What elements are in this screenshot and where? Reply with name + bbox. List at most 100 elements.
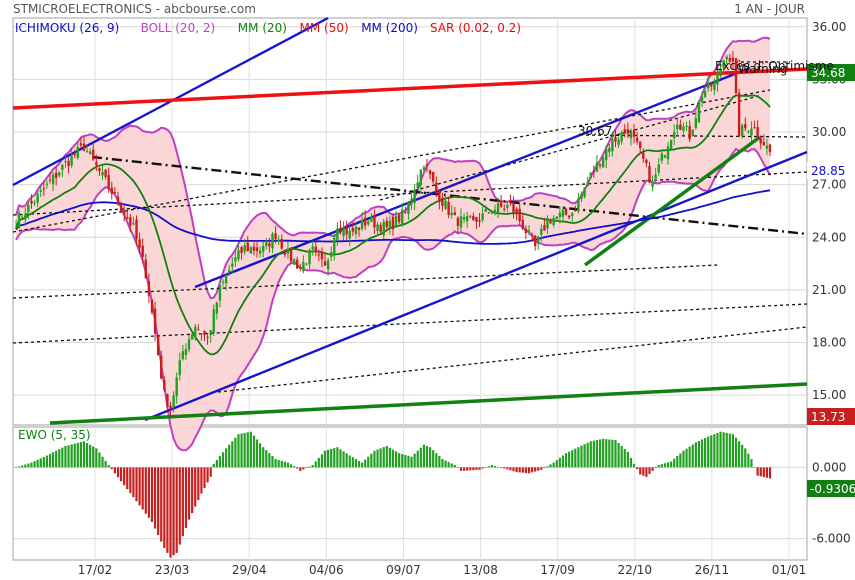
ewo-bar: [534, 467, 537, 472]
ewo-bar: [21, 465, 24, 468]
candle-body: [737, 92, 741, 137]
candle-body: [611, 138, 614, 152]
ewo-bar: [147, 467, 150, 518]
ewo-bar: [530, 467, 534, 473]
candle-body: [20, 217, 24, 219]
candle-body: [58, 172, 61, 176]
candle-body: [580, 194, 583, 200]
ewo-bar: [333, 448, 336, 468]
price-tick-label: 36.00: [812, 20, 846, 34]
marker-last-price: 28.85: [811, 164, 845, 178]
ewo-bar: [231, 441, 234, 468]
ewo-bar: [475, 467, 478, 470]
candle-body: [308, 250, 311, 265]
ewo-bar: [280, 460, 283, 468]
candle-body: [438, 190, 441, 203]
candle-body: [506, 204, 509, 208]
candle-body: [228, 269, 231, 272]
ewo-title: EWO (5, 35): [18, 428, 91, 442]
candle-body: [156, 335, 160, 356]
date-tick-label: 23/03: [155, 563, 190, 577]
candle-body: [673, 132, 676, 139]
ewo-bar: [277, 459, 280, 468]
candle-body: [700, 96, 704, 103]
ewo-bar: [61, 447, 64, 468]
marker-resistance: 34.68: [811, 66, 845, 80]
candle-body: [203, 330, 206, 336]
candle-body: [552, 218, 555, 226]
candle-body: [515, 208, 518, 213]
ewo-bar: [70, 444, 73, 468]
ewo-bar: [200, 467, 203, 494]
candle-body: [422, 167, 426, 170]
candle-body: [169, 405, 172, 410]
candle-body: [759, 138, 762, 144]
candle-body: [586, 181, 589, 187]
candle-body: [212, 309, 215, 333]
ewo-bar: [215, 459, 218, 468]
candle-body: [286, 248, 290, 254]
candle-body: [524, 228, 528, 234]
green-short-support-line: [583, 135, 762, 267]
ewo-bar: [670, 461, 673, 468]
candle-body: [435, 182, 438, 192]
ewo-bar: [348, 455, 351, 468]
ewo-bar: [481, 467, 484, 469]
candle-body: [249, 247, 253, 254]
ewo-bar: [719, 431, 722, 468]
candle-body: [703, 91, 707, 98]
ewo-bar: [172, 467, 175, 556]
ewo-bar: [101, 456, 104, 468]
candle-body: [710, 83, 713, 87]
ewo-bar: [404, 454, 407, 468]
ewo-bar: [14, 467, 18, 468]
candle-body: [496, 203, 500, 213]
ewo-bar: [462, 467, 466, 471]
candle-body: [197, 329, 200, 331]
ewo-bar: [515, 467, 518, 473]
ewo-bar: [744, 448, 747, 468]
candle-body: [39, 190, 42, 192]
date-axis-labels: 17/02 23/03 29/04 04/06 09/07 13/08 17/09 22/10…: [78, 563, 807, 577]
ewo-bar: [95, 448, 98, 468]
ewo-bar: [540, 467, 543, 470]
ewo-bar: [116, 467, 120, 478]
ewo-bar: [323, 450, 327, 468]
ewo-bar: [602, 438, 605, 468]
ewo-bar: [187, 467, 191, 520]
candle-body: [237, 250, 240, 260]
ewo-bar: [441, 459, 444, 468]
candle-body: [762, 141, 766, 146]
candle-body: [419, 169, 423, 186]
ewo-bar: [385, 446, 388, 468]
candle-body: [456, 217, 460, 227]
header-title: STMICROELECTRONICS - abcbourse.com: [13, 2, 256, 16]
candle-body: [296, 259, 299, 269]
candle-body: [734, 58, 738, 93]
ewo-bar: [336, 447, 339, 468]
date-tick-label: 13/08: [463, 563, 498, 577]
ewo-bar: [734, 437, 738, 468]
candle-body: [676, 124, 679, 130]
candle-body: [459, 216, 463, 228]
candle-body: [14, 227, 18, 229]
ewo-bar: [141, 467, 144, 510]
red-resistance-line: [12, 67, 808, 110]
ewo-bar: [308, 466, 311, 468]
candle-body: [36, 193, 39, 203]
candle-body: [141, 245, 144, 257]
ewo-bar: [27, 463, 30, 468]
ewo-bar: [456, 467, 459, 468]
candle-body: [45, 183, 49, 185]
ewo-bar: [283, 461, 286, 468]
ewo-bar: [608, 439, 611, 468]
ewo-histogram: [14, 431, 772, 558]
ewo-bar: [197, 467, 200, 501]
candle-body: [194, 326, 197, 338]
candle-body: [342, 227, 345, 237]
ewo-bar: [218, 456, 222, 468]
candle-body: [679, 124, 682, 130]
ewo-bar: [663, 463, 667, 468]
ewo-bar: [503, 467, 506, 469]
